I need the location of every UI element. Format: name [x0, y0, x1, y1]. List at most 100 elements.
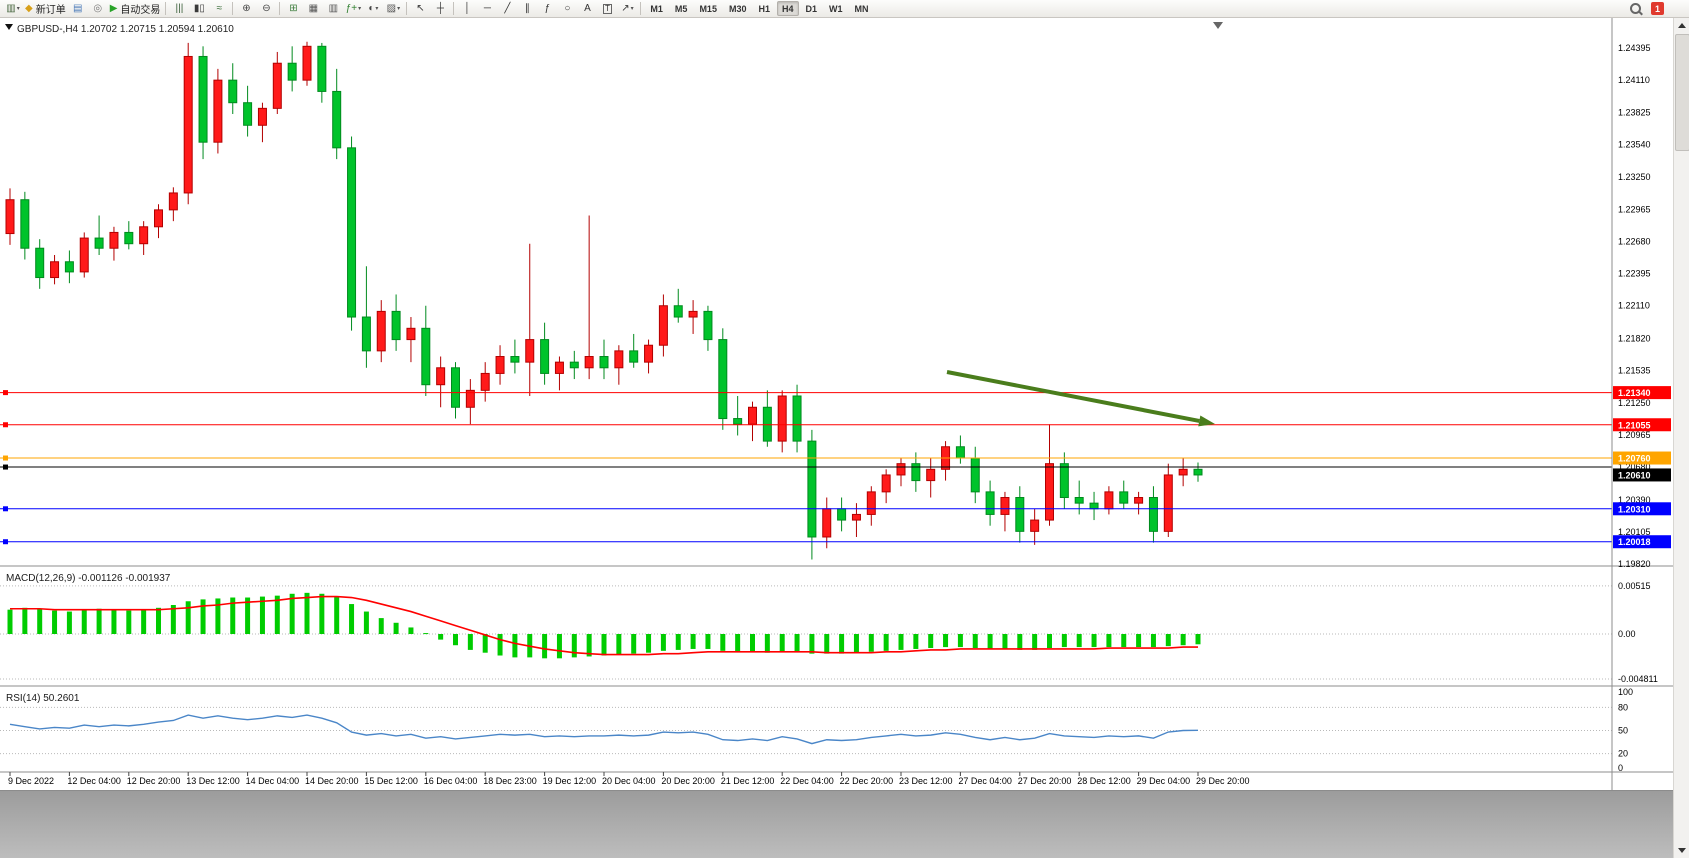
- vertical-line-icon: │: [464, 2, 471, 14]
- svg-text:1.20760: 1.20760: [1618, 454, 1651, 464]
- text-label-icon: T: [602, 3, 612, 14]
- cursor-button[interactable]: ↖: [410, 1, 430, 16]
- time-scale[interactable]: 9 Dec 2022 12 Dec 04:00 12 Dec 20:00 13 Dec…: [8, 772, 1250, 786]
- svg-text:1.21055: 1.21055: [1618, 420, 1651, 430]
- ohlc-dropdown-icon[interactable]: [5, 24, 13, 30]
- hline-handle[interactable]: [3, 390, 8, 396]
- hline-handle[interactable]: [3, 422, 8, 428]
- timeframe-m5-button[interactable]: M5: [674, 3, 688, 14]
- timeframe-d1-button[interactable]: D1: [805, 3, 818, 14]
- timeframe-mn-button[interactable]: MN: [854, 3, 869, 14]
- svg-text:13 Dec 12:00: 13 Dec 12:00: [186, 776, 240, 786]
- indicators-button[interactable]: ƒ+ ▾: [343, 1, 363, 16]
- hline-handle[interactable]: [3, 455, 8, 461]
- chart-title: GBPUSD-,H4 1.20702 1.20715 1.20594 1.206…: [17, 24, 234, 35]
- price-scale[interactable]: 1.24395 1.24110 1.23825 1.23540 1.23250 1.229…: [1613, 43, 1671, 773]
- horizontal-lines-layer[interactable]: [0, 390, 1612, 545]
- macd-panel: MACD(12,26,9) -0.001126 -0.001937: [6, 573, 1201, 659]
- timeframe-m15-button[interactable]: M15: [699, 3, 717, 14]
- timeframe-m30-button[interactable]: M30: [728, 3, 747, 14]
- price-tag-1.20610: [1613, 468, 1671, 482]
- svg-text:1.19820: 1.19820: [1618, 559, 1651, 569]
- tile-windows-button[interactable]: ⊞: [283, 1, 303, 16]
- text-button[interactable]: A: [577, 1, 597, 16]
- chart-title-group: GBPUSD-,H4 1.20702 1.20715 1.20594 1.206…: [5, 24, 234, 35]
- candlestick-chart-type-button[interactable]: ▮▯: [189, 1, 209, 16]
- vertical-scrollbar[interactable]: [1673, 18, 1689, 858]
- fibonacci-icon: ƒ: [544, 2, 551, 14]
- svg-text:27 Dec 20:00: 27 Dec 20:00: [1018, 776, 1072, 786]
- scroll-down-button[interactable]: [1674, 843, 1689, 858]
- metaeditor-button[interactable]: ◎: [88, 1, 108, 16]
- timeframe-m1-button[interactable]: M1: [650, 3, 663, 14]
- hline-handle[interactable]: [3, 539, 8, 545]
- arrows-tool-button[interactable]: ↗ ▾: [617, 1, 637, 16]
- toolbar-separator: [640, 2, 642, 15]
- hline-handle[interactable]: [3, 506, 8, 512]
- templates-icon: ▨: [386, 2, 397, 14]
- svg-text:80: 80: [1618, 702, 1628, 712]
- search-button[interactable]: [1625, 1, 1645, 16]
- arrange-windows-button[interactable]: ▥: [323, 1, 343, 16]
- svg-text:1.20965: 1.20965: [1618, 430, 1651, 440]
- line-chart-type-button[interactable]: ≈: [209, 1, 229, 16]
- window-background: [0, 791, 1673, 858]
- templates-button[interactable]: ▨ ▾: [383, 1, 403, 16]
- panel-separators: [0, 18, 1673, 790]
- rsi-panel: RSI(14) 50.2601: [6, 693, 1199, 745]
- horizontal-line-button[interactable]: ─: [477, 1, 497, 16]
- crosshair-icon: ┼: [436, 2, 444, 14]
- trend-arrow[interactable]: [946, 370, 1215, 427]
- crosshair-button[interactable]: ┼: [430, 1, 450, 16]
- autotrading-button[interactable]: ▶ 自动交易: [108, 1, 163, 16]
- zoom-in-button[interactable]: ⊕: [236, 1, 256, 16]
- hline-handle[interactable]: [3, 464, 8, 470]
- periods-button[interactable]: ◐ ▾: [363, 1, 383, 16]
- cascade-windows-button[interactable]: ▦: [303, 1, 323, 16]
- arrows-tool-icon: ↗: [621, 2, 630, 14]
- new-chart-button[interactable]: ▥ ▾: [3, 1, 23, 16]
- svg-text:16 Dec 04:00: 16 Dec 04:00: [424, 776, 478, 786]
- price-tag-1.21340: [1613, 386, 1671, 400]
- svg-text:1.22395: 1.22395: [1618, 269, 1651, 279]
- chart-shift-marker[interactable]: [1213, 22, 1223, 29]
- dropdown-arrow-icon: ▾: [16, 6, 20, 12]
- svg-text:1.22680: 1.22680: [1618, 236, 1651, 246]
- scrollbar-thumb[interactable]: [1675, 34, 1689, 151]
- dropdown-arrow-icon: ▾: [358, 6, 362, 12]
- profiles-button[interactable]: ▤: [68, 1, 88, 16]
- new-order-button[interactable]: ◆ 新订单: [23, 1, 68, 16]
- svg-text:1.22965: 1.22965: [1618, 204, 1651, 214]
- svg-text:15 Dec 12:00: 15 Dec 12:00: [364, 776, 418, 786]
- svg-text:0.00: 0.00: [1618, 629, 1636, 639]
- svg-text:1.23540: 1.23540: [1618, 139, 1651, 149]
- zoom-out-button[interactable]: ⊖: [256, 1, 276, 16]
- text-label-button[interactable]: T: [597, 1, 617, 16]
- toolbar-separator: [406, 2, 408, 15]
- scroll-up-button[interactable]: [1674, 18, 1689, 33]
- svg-text:1.24395: 1.24395: [1618, 43, 1651, 53]
- chart-canvas[interactable]: GBPUSD-,H4 1.20702 1.20715 1.20594 1.206…: [0, 18, 1673, 790]
- svg-text:-0.004811: -0.004811: [1618, 674, 1658, 684]
- timeframe-h1-button[interactable]: H1: [758, 3, 770, 14]
- timeframe-w1-button[interactable]: W1: [829, 3, 843, 14]
- fibonacci-button[interactable]: ƒ: [537, 1, 557, 16]
- svg-text:1.20018: 1.20018: [1618, 537, 1651, 547]
- bar-chart-type-button[interactable]: |||: [169, 1, 189, 16]
- notification-badge[interactable]: 1: [1651, 2, 1664, 15]
- trendline-button[interactable]: ╱: [497, 1, 517, 16]
- price-tag-1.21055: [1613, 418, 1671, 432]
- vertical-line-button[interactable]: │: [457, 1, 477, 16]
- svg-text:1.21535: 1.21535: [1618, 366, 1651, 376]
- svg-text:14 Dec 20:00: 14 Dec 20:00: [305, 776, 359, 786]
- zoom-in-icon: ⊕: [242, 2, 251, 14]
- toolbar-separator: [165, 2, 167, 15]
- indicators-icon: ƒ+: [345, 2, 358, 14]
- channel-button[interactable]: ∥: [517, 1, 537, 16]
- timeframe-h4-button[interactable]: H4: [776, 1, 799, 16]
- svg-text:14 Dec 04:00: 14 Dec 04:00: [246, 776, 300, 786]
- svg-text:1.24110: 1.24110: [1618, 75, 1650, 85]
- shapes-button[interactable]: ○: [557, 1, 577, 16]
- dropdown-arrow-icon: ▾: [375, 6, 379, 12]
- dropdown-arrow-icon: ▾: [630, 6, 634, 12]
